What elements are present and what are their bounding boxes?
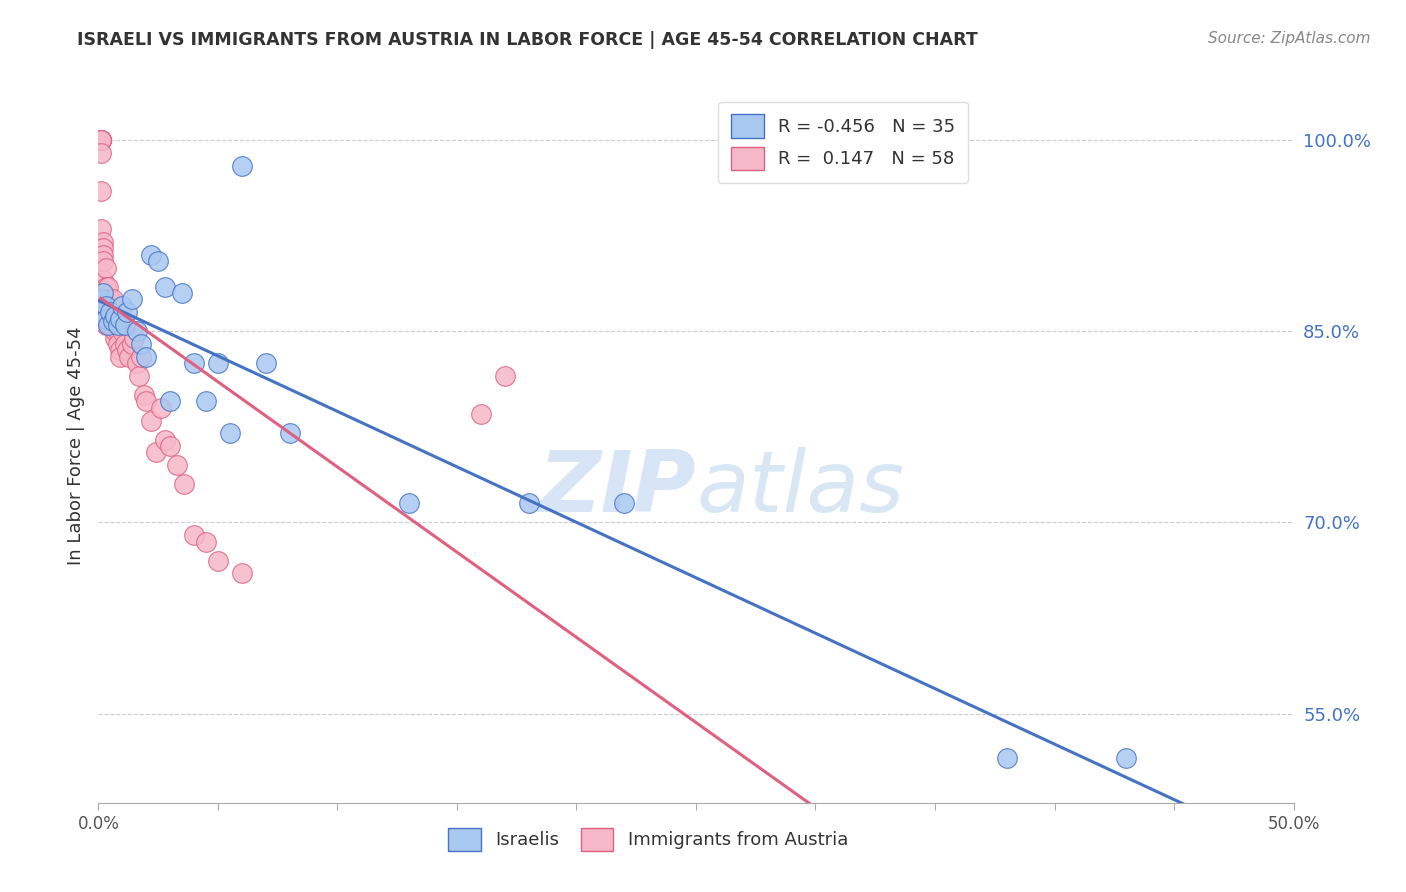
Point [125, 356, 148, 370]
Text: Source: ZipAtlas.com: Source: ZipAtlas.com [1208, 31, 1371, 46]
Point [207, 356, 229, 370]
Point [398, 496, 420, 510]
Point [139, 413, 162, 427]
Point [91, 248, 114, 262]
Point [173, 477, 195, 491]
Point [118, 350, 141, 364]
Point [195, 534, 218, 549]
Text: atlas: atlas [696, 447, 904, 531]
Text: ZIP: ZIP [538, 447, 696, 531]
Point [111, 324, 134, 338]
Point [94, 260, 117, 275]
Point [90, 293, 112, 307]
Point [90, 133, 112, 147]
Point [94, 318, 117, 332]
Point [121, 293, 143, 307]
Point [108, 350, 131, 364]
Point [131, 350, 153, 364]
Point [94, 279, 117, 293]
Point [195, 394, 218, 409]
Point [90, 222, 112, 236]
Point [155, 279, 177, 293]
Point [90, 133, 112, 147]
Point [97, 318, 120, 332]
Point [219, 426, 242, 441]
Point [107, 318, 129, 332]
Point [114, 318, 136, 332]
Point [90, 184, 112, 198]
Point [90, 133, 112, 147]
Point [183, 356, 205, 370]
Point [91, 235, 114, 249]
Point [278, 426, 301, 441]
Point [97, 299, 120, 313]
Point [94, 299, 117, 313]
Y-axis label: In Labor Force | Age 45-54: In Labor Force | Age 45-54 [66, 326, 84, 566]
Point [207, 554, 229, 568]
Point [995, 751, 1018, 765]
Point [98, 305, 122, 319]
Point [107, 337, 129, 351]
Point [108, 311, 131, 326]
Point [517, 496, 540, 510]
Point [254, 356, 277, 370]
Point [494, 368, 516, 383]
Point [183, 528, 205, 542]
Legend: Israelis, Immigrants from Austria: Israelis, Immigrants from Austria [441, 821, 855, 858]
Point [91, 273, 114, 287]
Point [91, 286, 114, 301]
Point [98, 293, 122, 307]
Point [108, 343, 131, 358]
Point [613, 496, 636, 510]
Point [104, 309, 127, 323]
Point [107, 324, 129, 338]
Point [149, 401, 172, 415]
Point [111, 299, 134, 313]
Point [90, 133, 112, 147]
Point [470, 407, 492, 421]
Point [121, 337, 143, 351]
Point [132, 388, 155, 402]
Point [101, 314, 124, 328]
Point [159, 394, 181, 409]
Point [98, 318, 122, 332]
Point [90, 133, 112, 147]
Point [172, 286, 194, 301]
Point [159, 439, 181, 453]
Point [104, 331, 127, 345]
Point [135, 350, 157, 364]
Point [124, 331, 146, 345]
Point [131, 337, 153, 351]
Point [104, 324, 127, 338]
Point [101, 318, 124, 332]
Point [1115, 751, 1137, 765]
Point [166, 458, 188, 472]
Point [91, 242, 114, 256]
Point [90, 133, 112, 147]
Point [90, 305, 112, 319]
Point [155, 433, 177, 447]
Point [90, 145, 112, 160]
Point [115, 305, 138, 319]
Point [101, 293, 124, 307]
Point [101, 311, 124, 326]
Point [114, 337, 136, 351]
Point [91, 254, 114, 268]
Point [128, 368, 150, 383]
Point [139, 248, 162, 262]
Point [148, 254, 170, 268]
Point [98, 311, 122, 326]
Point [97, 293, 120, 307]
Point [135, 394, 157, 409]
Point [145, 445, 167, 459]
Point [94, 299, 117, 313]
Point [231, 566, 253, 581]
Point [125, 324, 148, 338]
Point [231, 159, 253, 173]
Point [115, 343, 138, 358]
Text: ISRAELI VS IMMIGRANTS FROM AUSTRIA IN LABOR FORCE | AGE 45-54 CORRELATION CHART: ISRAELI VS IMMIGRANTS FROM AUSTRIA IN LA… [77, 31, 979, 49]
Point [94, 311, 117, 326]
Point [90, 133, 112, 147]
Point [97, 279, 120, 293]
